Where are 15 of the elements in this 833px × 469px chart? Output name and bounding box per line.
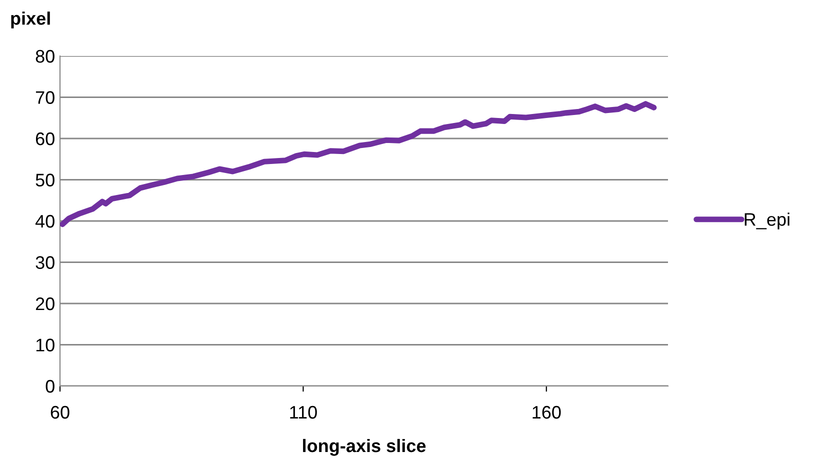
x-tick-label: 60 xyxy=(50,406,70,419)
x-axis-title: long-axis slice xyxy=(303,438,426,456)
y-tick-label: 0 xyxy=(46,380,54,393)
y-tick-label: 50 xyxy=(36,174,54,186)
y-axis-title: pixel xyxy=(11,12,50,28)
y-tick-label: 10 xyxy=(36,338,54,352)
y-tick-label: 70 xyxy=(36,91,54,104)
y-tick-label: 40 xyxy=(35,214,54,228)
y-tick-label: 60 xyxy=(36,132,54,146)
x-tick-label: 160 xyxy=(532,406,561,419)
legend-label: R_epi xyxy=(744,212,790,230)
y-tick-label: 80 xyxy=(36,50,54,63)
y-tick-label: 20 xyxy=(36,297,54,310)
x-tick-label: 110 xyxy=(290,406,317,419)
y-tick-label: 30 xyxy=(36,256,54,269)
